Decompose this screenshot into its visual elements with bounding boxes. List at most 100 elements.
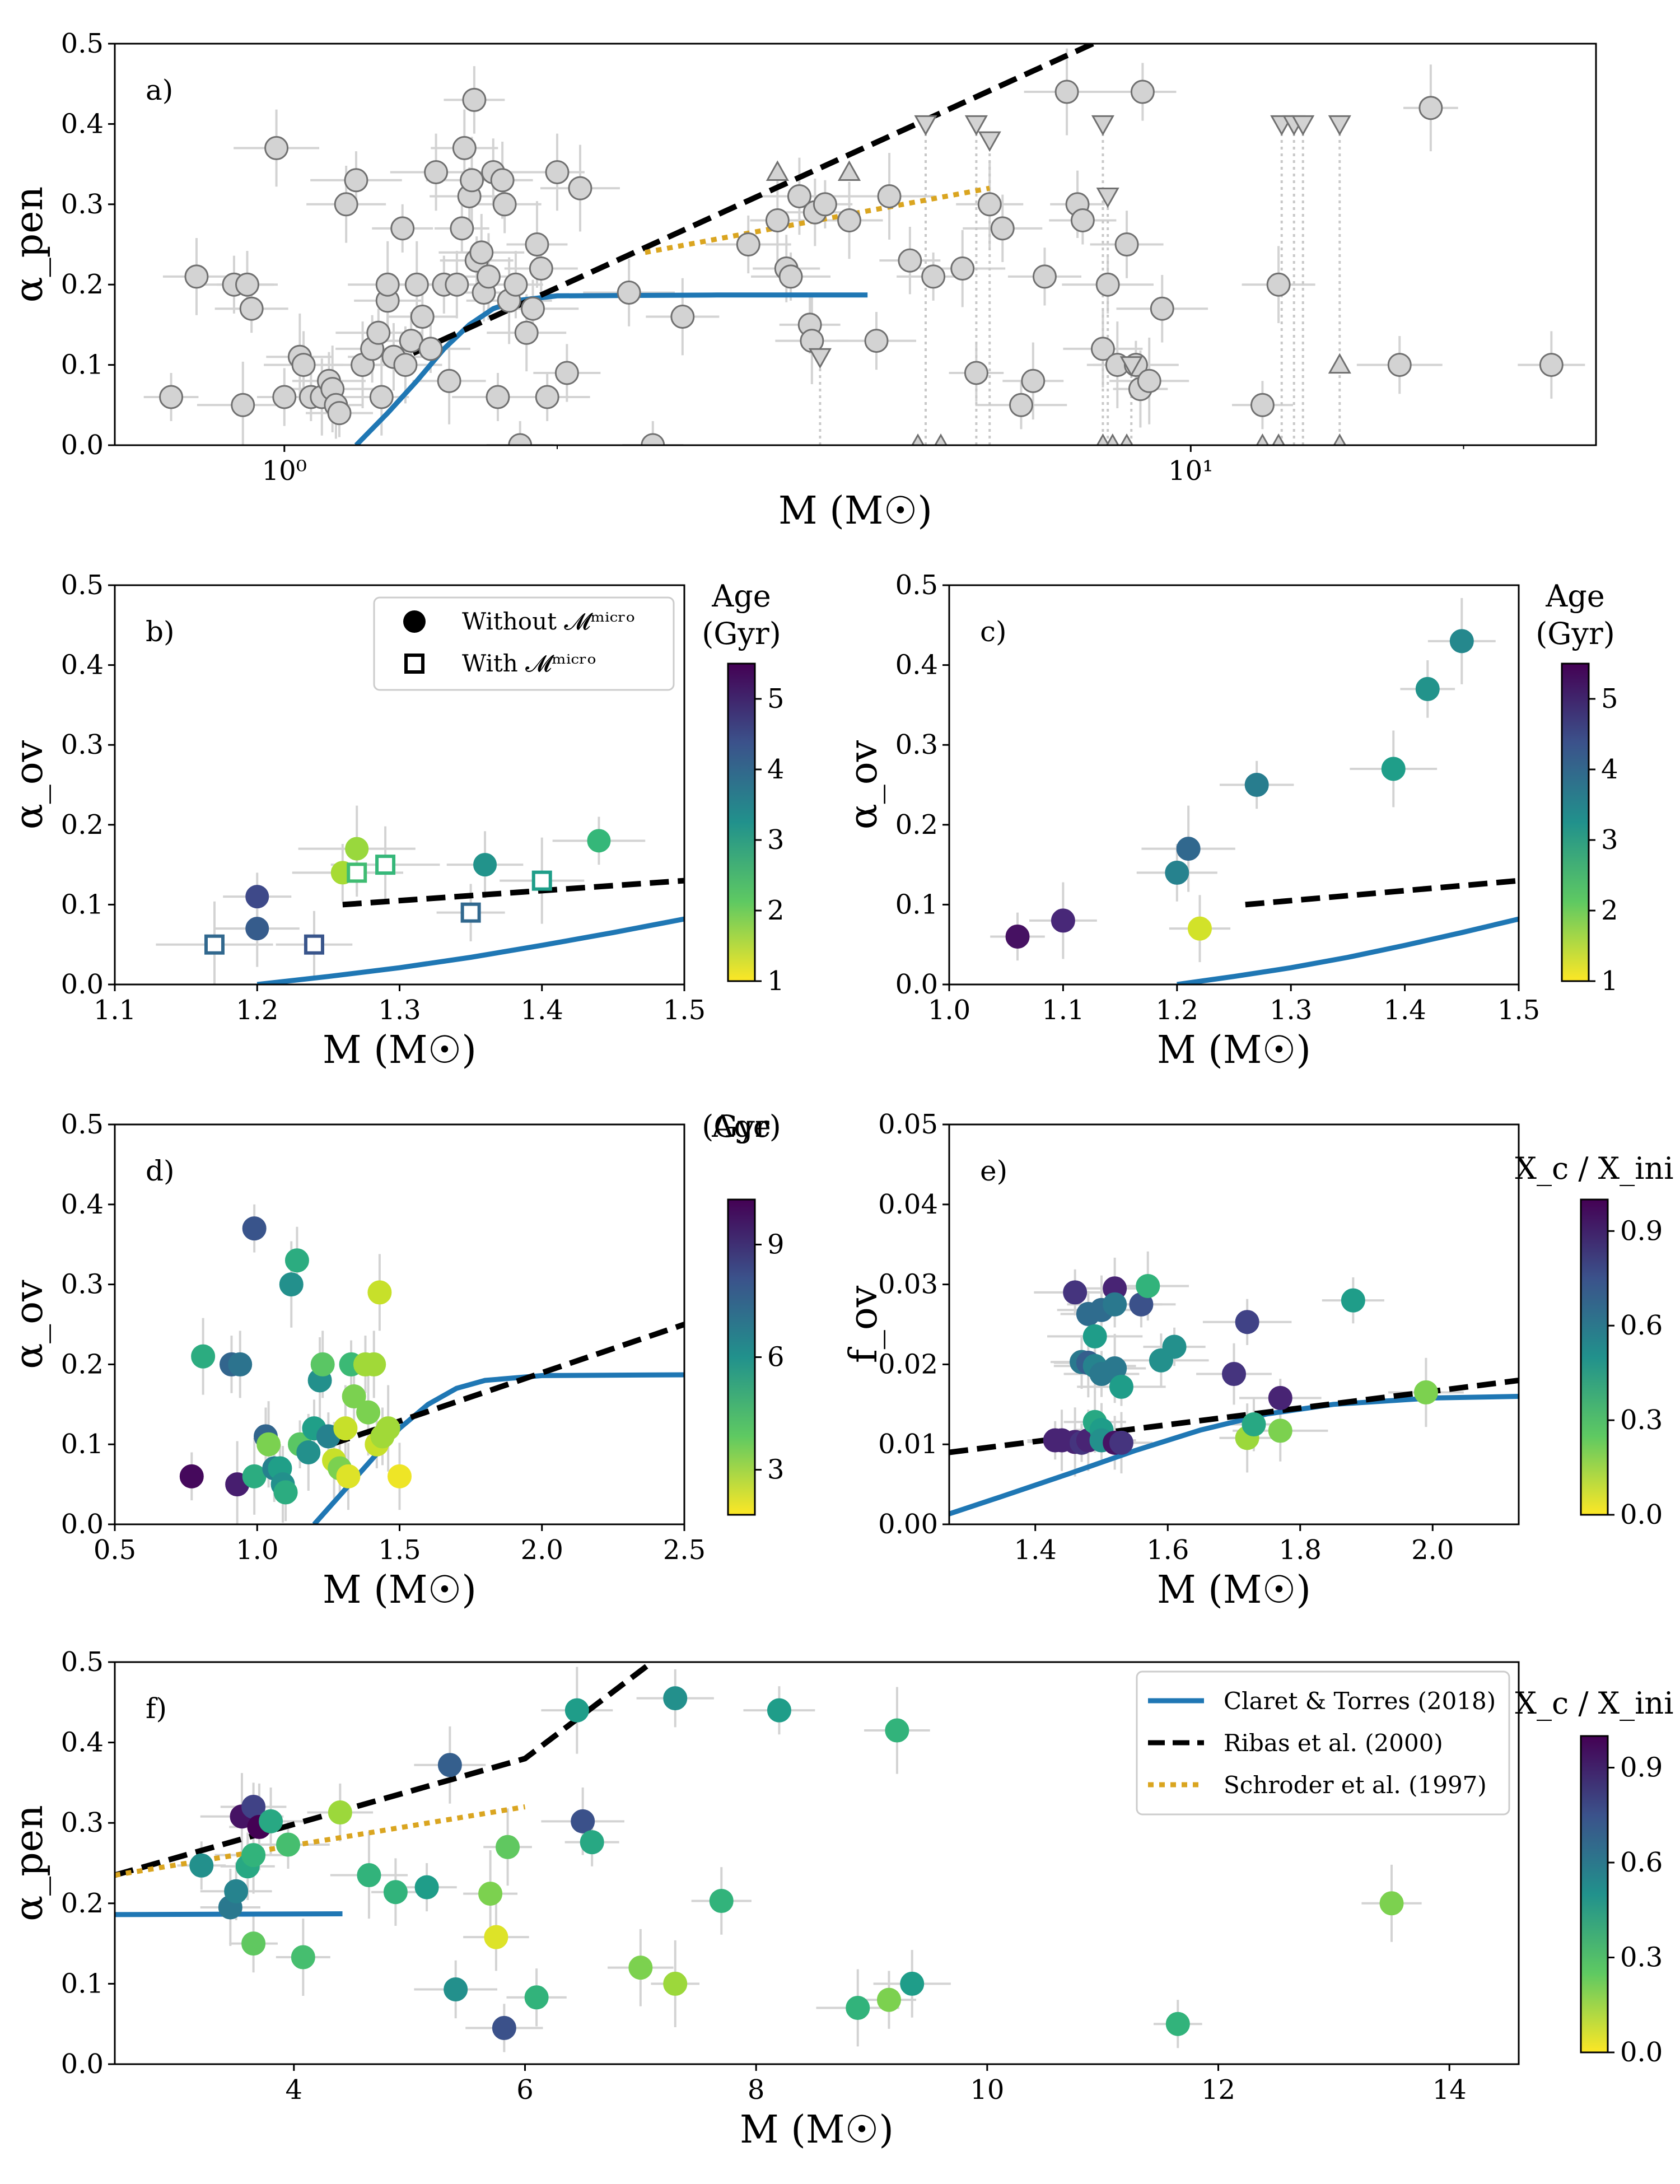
data-point: [291, 1945, 315, 1970]
data-point: [334, 192, 358, 217]
data-point: [450, 216, 474, 241]
y-tick-label: 0.1: [61, 889, 104, 920]
x-tick-label: 10¹: [1168, 455, 1213, 487]
upper-limit-marker: [1328, 115, 1351, 136]
line-claret-torres-2018: [256, 916, 684, 984]
y-tick-label: 0.2: [61, 1348, 104, 1380]
x-tick-label: 1.5: [663, 995, 706, 1026]
x-axis-label: M (M☉): [323, 1568, 477, 1612]
data-point: [342, 1384, 366, 1409]
data-point-without-micro: [473, 853, 497, 877]
data-point: [496, 1835, 520, 1859]
y-tick-label: 0.0: [61, 430, 104, 461]
lower-limit-marker: [1272, 433, 1285, 445]
data-point: [189, 1853, 214, 1878]
legend-label: Ribas et al. (2000): [1224, 1729, 1443, 1757]
y-tick-label: 0.4: [61, 108, 104, 139]
y-tick-label: 0.03: [878, 1269, 938, 1300]
x-axis-label: M (M☉): [1157, 1568, 1311, 1612]
plot-area: [949, 1251, 1519, 1516]
x-tick-label: 10⁰: [262, 455, 307, 487]
colorbar-tick-label: 3: [1601, 824, 1618, 856]
y-tick-label: 0.2: [895, 809, 938, 841]
y-axis-label: α_ov: [7, 740, 52, 829]
data-point: [554, 361, 579, 385]
line-claret-torres-2018: [949, 1394, 1519, 1516]
x-tick-label: 1.5: [1497, 995, 1540, 1026]
data-point: [376, 1416, 400, 1441]
y-tick-label: 0.0: [895, 969, 938, 1000]
x-tick-label: 2.0: [521, 1534, 563, 1566]
line-schroder-1997: [645, 185, 991, 255]
data-point: [291, 353, 316, 377]
data-point: [977, 192, 1002, 217]
data-point: [663, 1686, 688, 1711]
lower-limit-marker: [911, 433, 925, 445]
data-point: [525, 232, 549, 256]
data-point: [641, 433, 665, 445]
x-tick-label: 0.5: [94, 1534, 136, 1566]
data-point: [369, 385, 394, 409]
data-point-without-micro: [345, 837, 369, 861]
data-point-without-micro: [245, 885, 269, 909]
data-point: [1250, 393, 1275, 417]
data-point: [580, 1830, 604, 1855]
data-point: [279, 1272, 304, 1297]
colorbar: 3 6 9 Age(Gyr): [702, 1109, 785, 1516]
x-tick-label: 2.0: [1411, 1534, 1454, 1566]
data-point: [564, 1698, 589, 1723]
panel-f: 0.0 0.1 0.2 0.3 0.4 0.5 4 6 8 10 12 14 M (M☉) α_pen f)…: [7, 1646, 1673, 2152]
data-point: [383, 1880, 408, 1905]
x-tick-label: 12: [1201, 2074, 1235, 2106]
data-point-without-micro: [587, 829, 611, 853]
data-point: [950, 256, 975, 281]
data-point: [1009, 393, 1033, 417]
line-schroder-1997: [115, 1804, 526, 1878]
y-tick-label: 0.2: [61, 1888, 104, 1919]
x-tick-label: 2.5: [663, 1534, 706, 1566]
legend-circle-marker: [403, 610, 426, 633]
data-point: [628, 1956, 653, 1980]
axes-frame: [114, 43, 1597, 446]
data-point: [256, 1432, 281, 1457]
x-tick-label: 10: [970, 2074, 1004, 2106]
colorbar-tick-label: 1: [1601, 965, 1618, 997]
data-point: [508, 433, 533, 445]
data-point: [864, 329, 889, 353]
data-point: [670, 305, 695, 329]
data-point: [310, 1352, 335, 1376]
data-point: [445, 272, 469, 297]
panel-label: a): [146, 74, 173, 106]
legend-lines: Claret & Torres (2018) Ribas et al. (2000…: [1136, 1670, 1510, 1816]
data-point: [273, 1480, 298, 1505]
colorbar-tick-label: 6: [767, 1342, 785, 1373]
y-tick-label: 0.3: [895, 729, 938, 760]
y-axis-label: α_ov: [7, 1280, 52, 1369]
data-point: [1114, 232, 1139, 256]
data-point: [444, 1977, 468, 2001]
lower-limit-marker: [1120, 433, 1133, 445]
upper-limit-marker: [914, 115, 937, 136]
data-point: [1054, 80, 1079, 104]
colorbar: 0.0 0.3 0.6 0.9 X_c / X_ini: [1515, 1151, 1674, 1530]
colorbar-tick-label: 4: [1601, 754, 1618, 785]
data-point: [179, 1464, 204, 1488]
data-point: [846, 1995, 870, 2020]
x-tick-label: 1.3: [1270, 995, 1312, 1026]
colorbar-title: (Gyr): [702, 1109, 781, 1144]
y-tick-label: 0.3: [61, 1269, 104, 1300]
data-point: [344, 168, 368, 193]
colorbar: 1 2 3 4 5 Age(Gyr): [1536, 578, 1618, 997]
colorbar-gradient: [727, 1198, 756, 1516]
x-tick-label: 1.8: [1279, 1534, 1322, 1566]
panel-a: 0.0 0.1 0.2 0.3 0.4 0.5 10⁰ 10¹ M (M☉) α_pen a): [7, 28, 1597, 533]
x-tick-label: 1.1: [94, 995, 136, 1026]
colorbar-gradient: [727, 662, 756, 982]
data-point: [813, 192, 837, 217]
y-tick-label: 0.0: [61, 969, 104, 1000]
data-point: [765, 208, 790, 232]
x-tick-label: 4: [286, 2074, 303, 2106]
data-point: [296, 1440, 321, 1464]
data-point: [885, 1718, 909, 1743]
data-point: [709, 1888, 734, 1913]
